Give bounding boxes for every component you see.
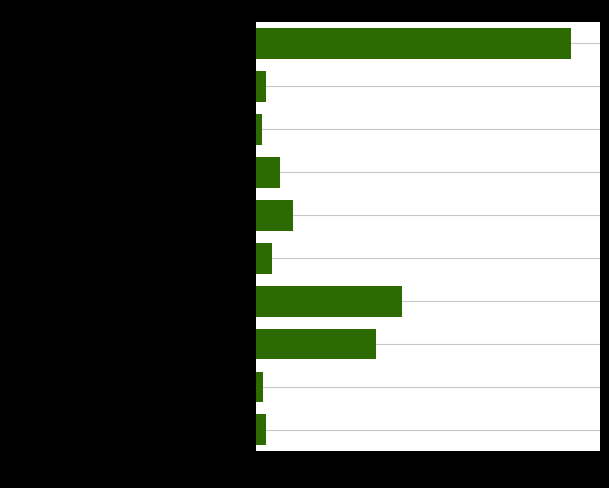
Bar <box>256 200 293 231</box>
Bar <box>256 71 266 102</box>
Bar <box>256 243 272 274</box>
Bar <box>256 157 280 188</box>
Bar <box>256 414 266 446</box>
Bar <box>256 328 376 360</box>
Bar <box>256 114 261 145</box>
Bar <box>256 285 402 317</box>
Bar <box>256 371 263 403</box>
Bar <box>256 28 571 59</box>
